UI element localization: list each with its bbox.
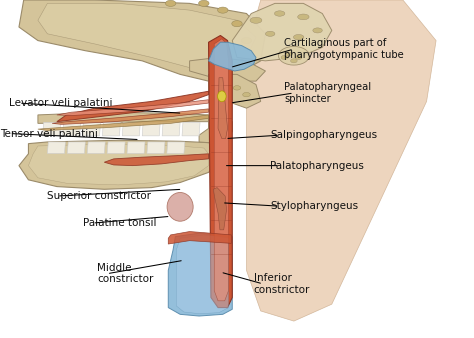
Text: Cartilaginous part of
pharyngotympanic tube: Cartilaginous part of pharyngotympanic t… xyxy=(284,39,404,59)
Polygon shape xyxy=(127,142,145,153)
Ellipse shape xyxy=(199,0,209,6)
Polygon shape xyxy=(102,122,120,136)
Polygon shape xyxy=(38,3,256,68)
Polygon shape xyxy=(57,100,209,116)
Polygon shape xyxy=(209,35,232,308)
Polygon shape xyxy=(57,91,209,122)
Polygon shape xyxy=(122,122,140,136)
Text: Tensor veli palatini: Tensor veli palatini xyxy=(0,128,98,139)
Polygon shape xyxy=(82,122,100,136)
Text: Middle
constrictor: Middle constrictor xyxy=(97,263,154,284)
Ellipse shape xyxy=(274,11,285,16)
Text: Palatopharyngeus: Palatopharyngeus xyxy=(270,161,364,171)
Polygon shape xyxy=(87,142,105,153)
Polygon shape xyxy=(218,78,228,139)
Ellipse shape xyxy=(241,38,252,44)
Ellipse shape xyxy=(281,55,288,59)
Ellipse shape xyxy=(295,55,302,59)
Ellipse shape xyxy=(233,86,241,90)
Ellipse shape xyxy=(243,92,250,97)
Ellipse shape xyxy=(165,0,176,6)
Polygon shape xyxy=(214,39,228,301)
Text: Inferior
constrictor: Inferior constrictor xyxy=(254,273,310,294)
Polygon shape xyxy=(246,0,436,321)
Polygon shape xyxy=(47,142,65,153)
Polygon shape xyxy=(167,142,185,153)
Polygon shape xyxy=(199,115,232,143)
Polygon shape xyxy=(63,122,81,136)
Ellipse shape xyxy=(167,192,193,221)
Text: Palatine tonsil: Palatine tonsil xyxy=(83,218,156,228)
Polygon shape xyxy=(28,144,209,185)
Ellipse shape xyxy=(265,31,275,37)
Ellipse shape xyxy=(219,79,227,83)
Ellipse shape xyxy=(293,34,304,40)
Polygon shape xyxy=(209,42,256,71)
Polygon shape xyxy=(38,115,209,130)
Text: Palatopharyngeal
sphincter: Palatopharyngeal sphincter xyxy=(284,82,372,103)
Ellipse shape xyxy=(218,7,228,13)
Polygon shape xyxy=(182,122,200,136)
Polygon shape xyxy=(38,112,209,123)
Polygon shape xyxy=(168,233,232,316)
Ellipse shape xyxy=(232,21,242,27)
Polygon shape xyxy=(19,0,265,81)
Polygon shape xyxy=(176,235,228,314)
Text: Superior constrictor: Superior constrictor xyxy=(47,191,151,201)
Ellipse shape xyxy=(291,59,297,63)
Polygon shape xyxy=(107,142,125,153)
Text: Salpingopharyngeus: Salpingopharyngeus xyxy=(270,130,377,140)
Ellipse shape xyxy=(298,14,309,20)
Ellipse shape xyxy=(218,91,226,102)
Text: Levator veli palatini: Levator veli palatini xyxy=(9,98,113,108)
Polygon shape xyxy=(162,122,180,136)
Polygon shape xyxy=(43,122,61,136)
Ellipse shape xyxy=(250,17,262,23)
Polygon shape xyxy=(142,122,160,136)
Text: Stylopharyngeus: Stylopharyngeus xyxy=(270,201,358,211)
Polygon shape xyxy=(104,154,209,166)
Polygon shape xyxy=(67,142,85,153)
Ellipse shape xyxy=(279,47,309,65)
Polygon shape xyxy=(190,57,265,81)
Ellipse shape xyxy=(313,28,322,33)
Polygon shape xyxy=(52,109,209,124)
Polygon shape xyxy=(168,232,231,244)
Polygon shape xyxy=(19,140,218,189)
Ellipse shape xyxy=(286,52,292,56)
Polygon shape xyxy=(213,188,227,230)
Polygon shape xyxy=(147,142,165,153)
Polygon shape xyxy=(209,74,261,108)
Ellipse shape xyxy=(224,92,231,97)
Polygon shape xyxy=(232,3,332,61)
